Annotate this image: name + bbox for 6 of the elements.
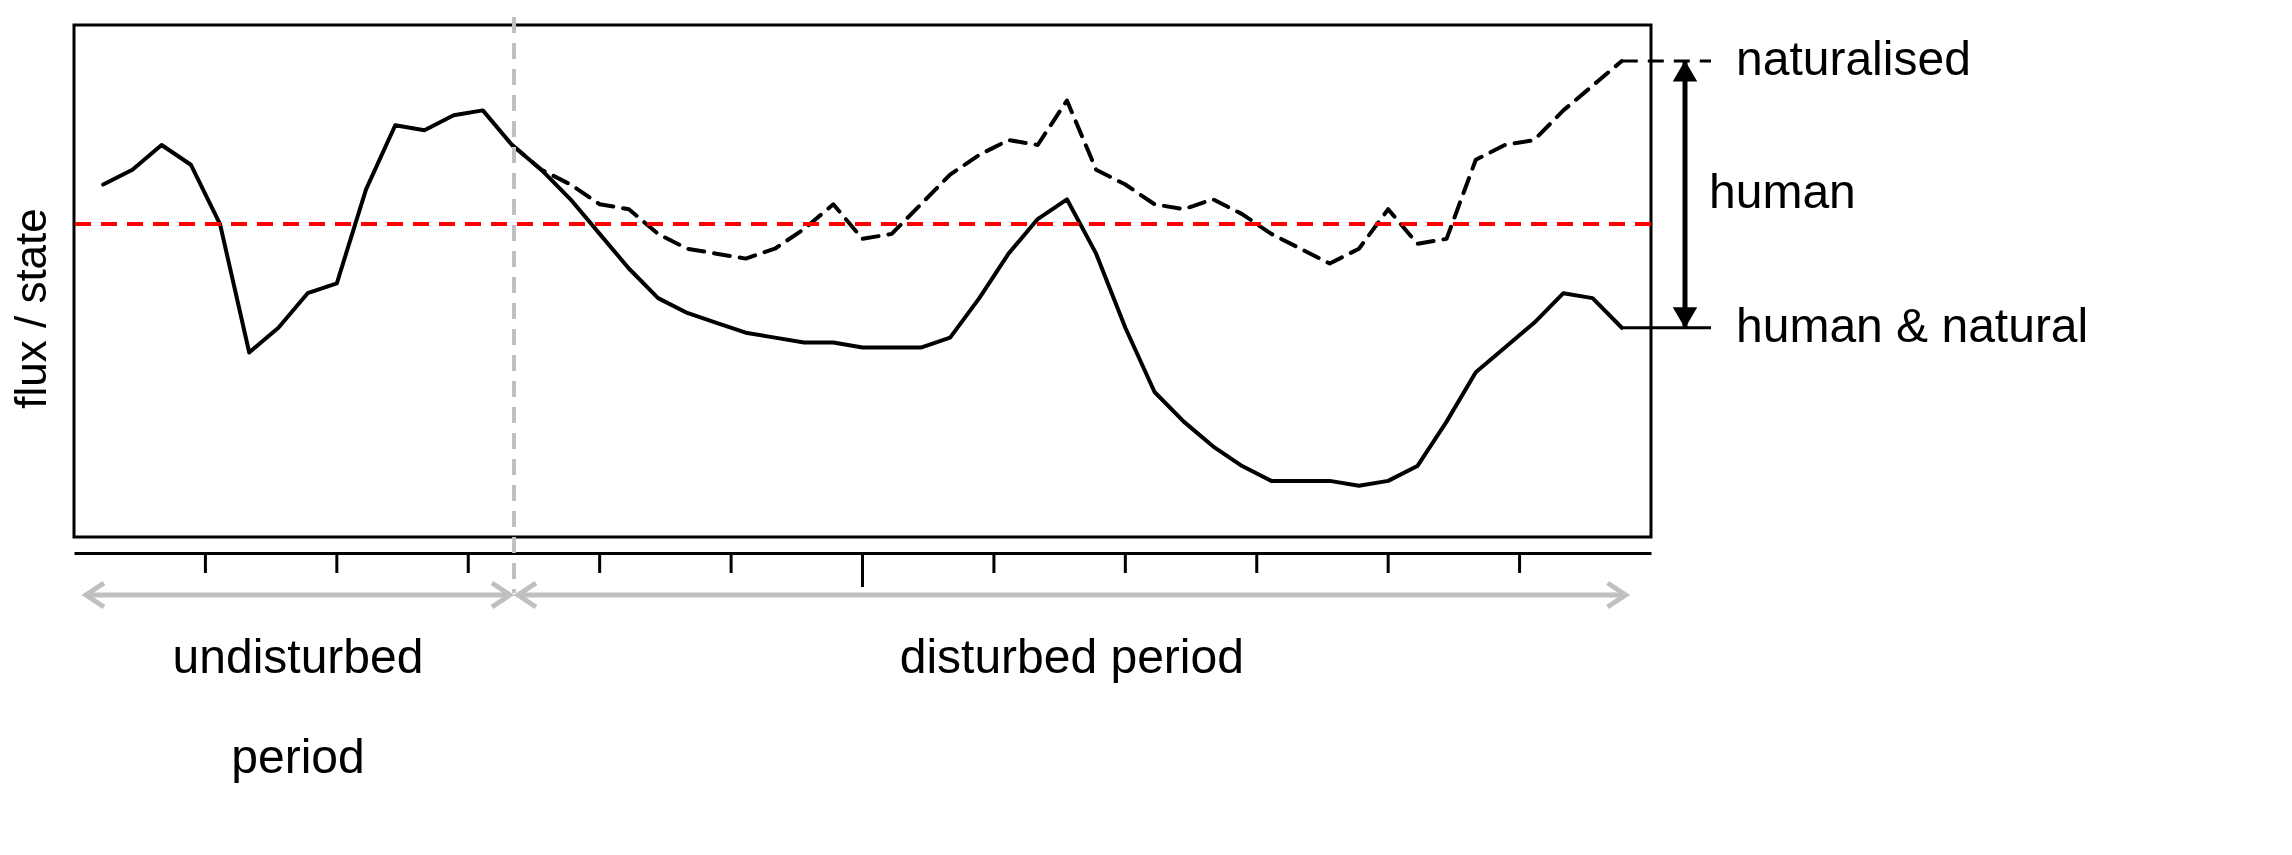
text: human	[1709, 165, 1856, 219]
y-axis-title: flux / state	[5, 208, 55, 409]
text: undisturbed period	[172, 630, 424, 783]
text: disturbed period	[899, 630, 1244, 683]
legend-label: naturalised	[1736, 32, 1971, 85]
legend-label: human & natural	[1736, 298, 2089, 352]
